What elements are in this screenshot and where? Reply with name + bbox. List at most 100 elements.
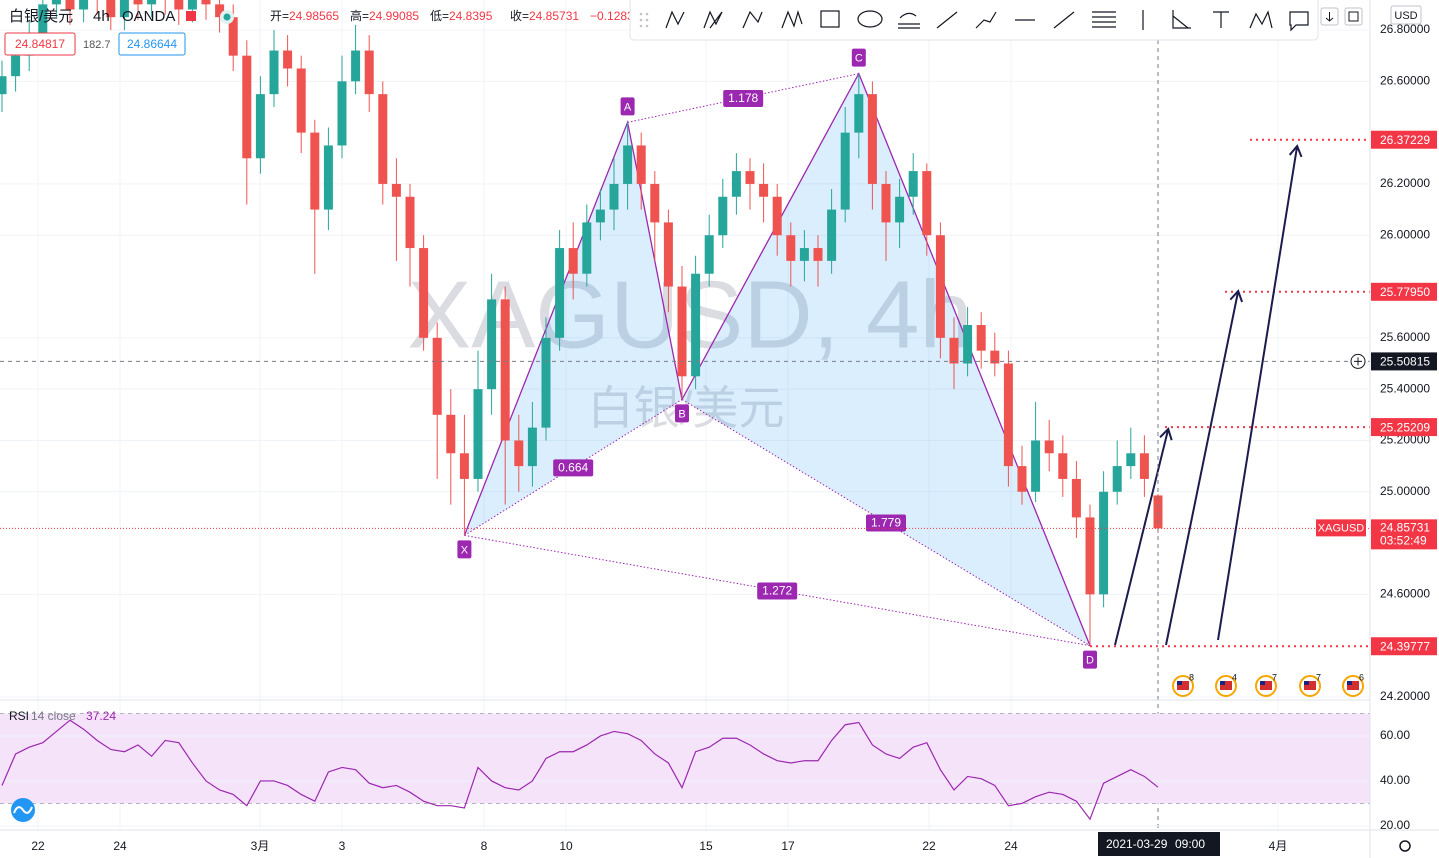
flag-icon[interactable] <box>186 11 196 21</box>
event-count: 6 <box>1359 672 1364 682</box>
event-flag-canton <box>1220 681 1225 685</box>
add-icon <box>1354 357 1362 366</box>
candle-body <box>663 222 673 287</box>
candle-body <box>0 76 7 95</box>
currency-box[interactable] <box>1390 5 1422 25</box>
arrow <box>1217 144 1303 641</box>
rsi-line <box>1 719 1159 821</box>
candle-body <box>908 171 918 197</box>
reset-icon <box>1348 11 1359 22</box>
candle-body <box>963 325 973 364</box>
candle-body <box>364 50 374 95</box>
spread: 182.7 <box>83 39 111 51</box>
candle-body <box>813 248 823 261</box>
candle-body <box>854 94 864 133</box>
rsi-tick-label: 40.00 <box>1380 773 1410 787</box>
pattern-fill <box>682 73 1090 646</box>
event-flag <box>1304 681 1316 690</box>
pattern-ratio-line <box>627 73 859 123</box>
candle-body <box>1153 495 1163 529</box>
candle-body <box>133 0 143 5</box>
candle-body <box>922 171 932 236</box>
x-tick-label: 22 <box>31 839 45 853</box>
x-tick-label: 24 <box>113 839 127 853</box>
candle-body <box>704 235 714 274</box>
settings-icon[interactable] <box>1399 840 1411 852</box>
candle-body <box>255 94 265 159</box>
event-flag-canton <box>1260 681 1265 685</box>
candle-body <box>1003 363 1013 467</box>
candle-body <box>759 183 769 197</box>
ratio-label: 1.272 <box>762 584 792 598</box>
point-label: A <box>624 101 632 113</box>
status-dot <box>223 13 231 21</box>
price-tag-label: 25.77950 <box>1380 285 1430 299</box>
ask: 24.86644 <box>127 37 177 51</box>
toolbar-icons[interactable] <box>665 9 1309 32</box>
candle-body <box>595 209 605 223</box>
candle-body <box>310 132 320 210</box>
ratio-box <box>553 459 594 477</box>
x-tick-label: 8 <box>481 839 488 853</box>
sell-box[interactable] <box>4 32 76 56</box>
rsi-tick-label: 20.00 <box>1380 818 1410 832</box>
candle-body <box>731 171 741 197</box>
footer <box>11 798 1411 852</box>
price-tag-label: 24.39777 <box>1380 639 1430 653</box>
candle-body <box>527 427 537 467</box>
x-tick-label: 4月 <box>1269 839 1288 853</box>
candle-body <box>867 94 877 184</box>
point-box <box>457 540 472 559</box>
candle-body <box>623 145 633 184</box>
interval: 4h <box>93 8 110 25</box>
x-tick-label: 3 <box>339 839 346 853</box>
crosshair-date: 2021-03-29 <box>1106 837 1168 851</box>
candle-body <box>772 196 782 236</box>
y-tick-label: 25.00000 <box>1380 484 1430 498</box>
candle-body <box>432 337 442 415</box>
candle-body <box>106 0 116 18</box>
rsi-pane: 20.00 40.00 60.00 RSI 14 close 37.24 <box>0 709 1410 832</box>
ohlc-value: 24.85731 <box>529 9 579 23</box>
candle-body <box>935 235 945 338</box>
arrow <box>1165 289 1244 646</box>
ohlc-value: 24.99085 <box>369 9 419 23</box>
candle-body <box>1099 491 1109 595</box>
rsi-tick-label: 60.00 <box>1380 728 1410 742</box>
event-flag-canton <box>1304 681 1309 685</box>
candle-body <box>609 183 619 210</box>
candle-body <box>1031 440 1041 492</box>
candle-body <box>500 299 510 441</box>
reset-button[interactable] <box>1344 7 1363 26</box>
candle-body <box>391 183 401 197</box>
ohlc-label: 高= <box>350 8 369 23</box>
bid: 24.84817 <box>15 37 65 51</box>
candle-body <box>242 55 252 159</box>
last-price-tag <box>1371 519 1437 550</box>
candle-body <box>636 145 646 184</box>
candle-body <box>568 248 578 274</box>
candle-body <box>1058 453 1068 479</box>
event-count: 7 <box>1316 672 1321 682</box>
candle-body <box>555 248 565 338</box>
candle-body <box>799 248 809 261</box>
candle-body <box>269 50 279 95</box>
ratio-box <box>723 89 764 107</box>
candle-body <box>459 453 469 479</box>
y-tick-label: 26.80000 <box>1380 22 1430 36</box>
price-tag-label: 25.25209 <box>1380 420 1430 434</box>
event-count: 4 <box>1232 672 1237 682</box>
candle-body <box>79 0 89 10</box>
point-box <box>851 48 866 67</box>
candle-body <box>650 183 660 223</box>
candle-body <box>1112 466 1122 492</box>
candle-body <box>201 0 211 5</box>
point-label: X <box>461 544 469 556</box>
candle-body <box>582 222 592 274</box>
candle-body <box>718 196 728 236</box>
candle-body <box>677 286 687 377</box>
ratio-box <box>866 514 906 532</box>
buy-box[interactable] <box>118 32 186 56</box>
